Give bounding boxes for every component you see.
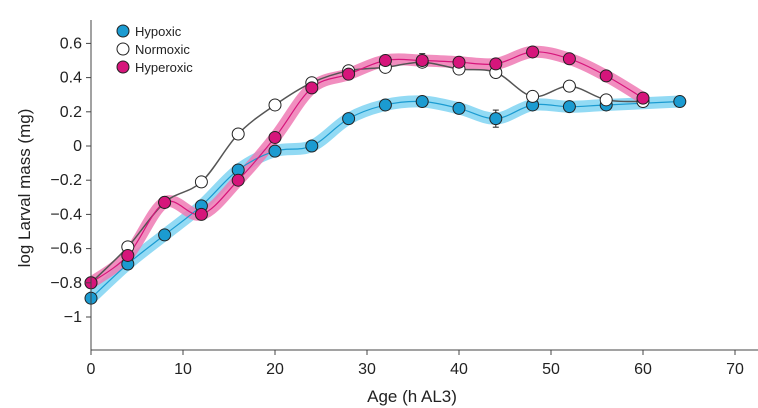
hyperoxic-line: [90, 51, 644, 284]
x-tick-label: 20: [266, 361, 284, 378]
y-tick-label: −0.6: [50, 241, 82, 258]
normoxic-point: [268, 98, 282, 112]
hypoxic-point: [268, 144, 282, 158]
hyperoxic-point: [305, 81, 319, 95]
hyperoxic-point: [158, 195, 172, 209]
hypoxic-point: [452, 101, 466, 115]
x-tick-label: 0: [87, 361, 96, 378]
hypoxic-point: [158, 228, 172, 242]
y-tick-label: −0.8: [50, 275, 82, 292]
hypoxic-point: [562, 100, 576, 114]
hyperoxic-point: [526, 45, 540, 59]
normoxic-point: [526, 89, 540, 103]
x-tick-label: 50: [542, 361, 560, 378]
hyperoxic-band: [85, 45, 649, 289]
series-lines: [90, 51, 680, 299]
hyperoxic-point: [636, 91, 650, 105]
x-tick-label: 60: [634, 361, 652, 378]
legend: Hypoxic Normoxic Hyperoxic: [116, 24, 193, 75]
legend-label-hypoxic: Hypoxic: [135, 24, 182, 39]
error-bars: [88, 48, 683, 304]
x-tick-label: 10: [174, 361, 192, 378]
legend-entry-hypoxic: Hypoxic: [116, 24, 182, 39]
data-points: [84, 45, 687, 305]
hyperoxic-point: [378, 54, 392, 67]
hyperoxic-point: [489, 57, 503, 71]
y-tick-label: −1: [64, 309, 82, 326]
hypoxic-point: [673, 95, 687, 109]
hyperoxic-point: [342, 67, 356, 81]
normoxic-point: [562, 79, 576, 93]
y-tick-label: 0: [73, 138, 82, 155]
hypoxic-point: [305, 139, 319, 153]
legend-marker-hyperoxic: [116, 60, 130, 74]
hyperoxic-point: [231, 173, 245, 187]
x-tick-label: 70: [726, 361, 744, 378]
hyperoxic-point: [415, 54, 429, 67]
legend-label-hyperoxic: Hyperoxic: [135, 60, 193, 75]
axes: 0 10 20 30 40 50 60 70 −1 −0.8 −0.6 −0.4 −0.2 0 0.2 0.4…: [50, 20, 758, 378]
hyperoxic-point: [268, 130, 282, 144]
legend-entry-hyperoxic: Hyperoxic: [116, 60, 193, 75]
hypoxic-point: [489, 112, 503, 126]
normoxic-point: [194, 175, 208, 189]
hyperoxic-point: [121, 248, 135, 262]
hypoxic-point: [415, 95, 429, 109]
hyperoxic-point: [194, 207, 208, 221]
legend-label-normoxic: Normoxic: [135, 42, 190, 57]
normoxic-point: [231, 127, 245, 141]
hypoxic-point: [342, 112, 356, 126]
confidence-bands: [85, 45, 686, 305]
legend-marker-hypoxic: [116, 24, 130, 38]
normoxic-line: [90, 61, 644, 284]
y-tick-label: 0.6: [60, 35, 82, 52]
legend-marker-normoxic: [116, 42, 130, 56]
normoxic-point: [599, 93, 613, 107]
x-axis-label: Age (h AL3): [367, 387, 457, 406]
y-axis-label: log Larval mass (mg): [15, 109, 34, 268]
legend-entry-normoxic: Normoxic: [116, 42, 190, 57]
y-tick-label: −0.4: [50, 206, 82, 223]
x-tick-label: 30: [358, 361, 376, 378]
hypoxic-point: [378, 98, 392, 112]
x-tick-label: 40: [450, 361, 468, 378]
hyperoxic-point: [452, 55, 466, 69]
hyperoxic-point: [562, 52, 576, 66]
hypoxic-line: [90, 100, 680, 299]
y-tick-label: 0.4: [60, 70, 82, 87]
y-tick-label: 0.2: [60, 104, 82, 121]
hyperoxic-point: [599, 69, 613, 83]
y-tick-label: −0.2: [50, 172, 82, 189]
